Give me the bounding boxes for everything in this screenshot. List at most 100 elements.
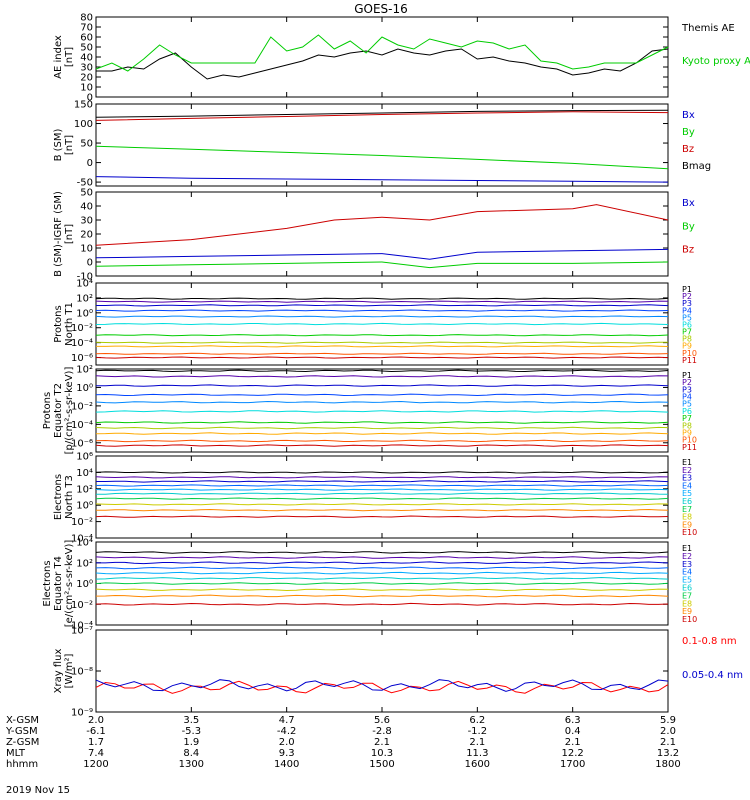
series-line-bsm-bz (95, 111, 669, 121)
y-tick-label: 150 (74, 100, 93, 111)
series-line-protons-e-p7 (95, 421, 669, 424)
figure-title: GOES-16 (354, 2, 408, 16)
ephemeris-value: 2.0 (88, 715, 104, 726)
series-line-protons-e-p11 (95, 444, 669, 447)
legend-entry: E8 (682, 599, 692, 608)
legend-entry: E2 (682, 466, 692, 475)
legend-entry: E10 (682, 528, 697, 537)
series-line-bsm-by (95, 145, 669, 170)
y-axis-label: B (SM) (53, 128, 64, 161)
panel-frame (95, 455, 669, 539)
legend-entry: P5 (682, 313, 692, 322)
legend-entry: E6 (682, 584, 692, 593)
series-line-protons-n-p11 (95, 356, 669, 359)
y-axis-label: [nT] (64, 135, 75, 155)
y-tick-label: 10⁻⁸ (71, 667, 93, 678)
y-tick-label: 60 (80, 33, 93, 44)
panel-frame (95, 16, 669, 98)
ephemeris-value: 2.1 (374, 737, 390, 748)
series-line-bdiff-bx (95, 248, 669, 260)
panel-xray: 10⁻⁷ 10⁻⁸ 10⁻⁹ Xray flux [W/m²] 0.1-0.8 nm 0.0… (53, 626, 743, 719)
y-axis-label: Equator T2 (53, 383, 64, 438)
y-tick-label: 10⁻⁷ (71, 626, 93, 637)
legend-entry: E4 (682, 481, 692, 490)
y-tick-label: 30 (80, 216, 93, 227)
series-line-bsm-bx (95, 176, 669, 183)
series-line-electrons-e-e3 (96, 561, 669, 565)
y-tick-label: 10⁴ (76, 279, 93, 290)
ephemeris-value: 12.2 (562, 748, 584, 759)
y-tick-label: 80 (80, 13, 93, 24)
y-axis-label: AE index (53, 35, 64, 79)
series-line-electrons-e-e8 (95, 588, 669, 592)
ephemeris-value: 9.3 (279, 748, 295, 759)
series-line-protons-n-p5 (95, 315, 669, 318)
legend-entry: P7 (682, 414, 692, 423)
legend-entry: P6 (682, 320, 692, 329)
series-line-protons-e-p3 (96, 384, 669, 387)
series-line-protons-n-p8 (95, 341, 669, 344)
ephemeris-value: 2.1 (565, 737, 581, 748)
y-tick-label: -10 (77, 272, 93, 283)
ephemeris-value: 2.0 (279, 737, 295, 748)
y-axis-label: [e/(cm²-s-sr-keV)] (64, 540, 75, 628)
panel-bdiff: -10 0 10 20 30 40 50 B (SM)-IGRF (SM) [nT] Bx By Bz (53, 188, 695, 283)
y-tick-label: 50 (80, 43, 93, 54)
y-tick-label: 10² (76, 365, 93, 376)
y-tick-label: 10⁻² (71, 600, 93, 611)
series-line-electrons-e-e1 (95, 551, 669, 554)
legend-entry: E1 (682, 458, 692, 467)
y-tick-label: 100 (74, 119, 93, 130)
y-axis-label: Electrons (42, 560, 53, 606)
ephemeris-value: 2.1 (469, 737, 485, 748)
series-line-electrons-n-e7 (95, 497, 669, 500)
y-axis-label: North T3 (64, 475, 75, 519)
series-line-electrons-e-e2 (95, 556, 669, 559)
legend-entry: Kyoto proxy AE (682, 56, 750, 67)
series-line-electrons-e-e5 (95, 571, 669, 575)
series-line-protons-n-p2 (95, 300, 669, 303)
legend-entry: P11 (682, 443, 697, 452)
legend-entry: E2 (682, 552, 692, 561)
legend-entry: P8 (682, 421, 692, 430)
series-line-protons-n-p4 (95, 309, 669, 312)
legend-entry: P10 (682, 436, 697, 445)
legend-entry: P6 (682, 407, 692, 416)
ephemeris-value: 11.3 (466, 748, 488, 759)
series-line-electrons-e-e4 (95, 566, 669, 570)
y-tick-label: 10⁻⁶ (71, 353, 93, 364)
ephemeris-row-label: hhmm (6, 759, 38, 770)
y-axis-label: Protons (53, 305, 64, 342)
panel-protons-n: 10⁴ 10² 10⁰ 10⁻² 10⁻⁴ 10⁻⁶ Protons North T1 P1P2… (53, 279, 697, 366)
series-line-protons-n-p1 (95, 297, 669, 300)
legend-entry: E9 (682, 607, 692, 616)
series-line-bsm-bmag (95, 109, 669, 118)
ephemeris-value: 6.2 (469, 715, 485, 726)
y-tick-label: 40 (80, 202, 93, 213)
ephemeris-value: -1.2 (468, 726, 488, 737)
ephemeris-row-label: Y-GSM (5, 726, 38, 737)
x-axis-ephemeris: X-GSM 2.0 3.5 4.7 5.6 6.2 6.3 5.9 Y-GSM -6.1 -5.3 -… (5, 715, 681, 770)
ephemeris-row-label: MLT (6, 748, 26, 759)
series-line-electrons-e-e6 (95, 576, 669, 580)
legend-entry: E3 (682, 560, 692, 569)
legend-entry: P4 (682, 306, 692, 315)
ephemeris-value: 0.4 (565, 726, 581, 737)
y-axis-label: [nT] (64, 224, 75, 244)
series-line-protons-n-p9 (96, 345, 669, 348)
ephemeris-value: 2.1 (660, 737, 676, 748)
legend-entry: E5 (682, 489, 692, 498)
legend-entry: P9 (682, 428, 692, 437)
ephemeris-value: 1200 (83, 759, 108, 770)
series-line-xray-0-05-0-4-nm (95, 679, 669, 692)
ephemeris-value: -6.1 (86, 726, 106, 737)
series-line-electrons-n-e5 (95, 488, 669, 491)
y-axis-label: Xray flux (53, 649, 64, 694)
series-line-electrons-n-e2 (95, 476, 669, 479)
series-line-protons-e-p10 (95, 439, 669, 443)
y-tick-label: 10⁻² (71, 323, 93, 334)
y-tick-label: 0 (87, 258, 93, 269)
series-line-protons-e-p2 (95, 375, 669, 378)
legend-entry: E6 (682, 497, 692, 506)
legend-entry: By (682, 127, 695, 138)
